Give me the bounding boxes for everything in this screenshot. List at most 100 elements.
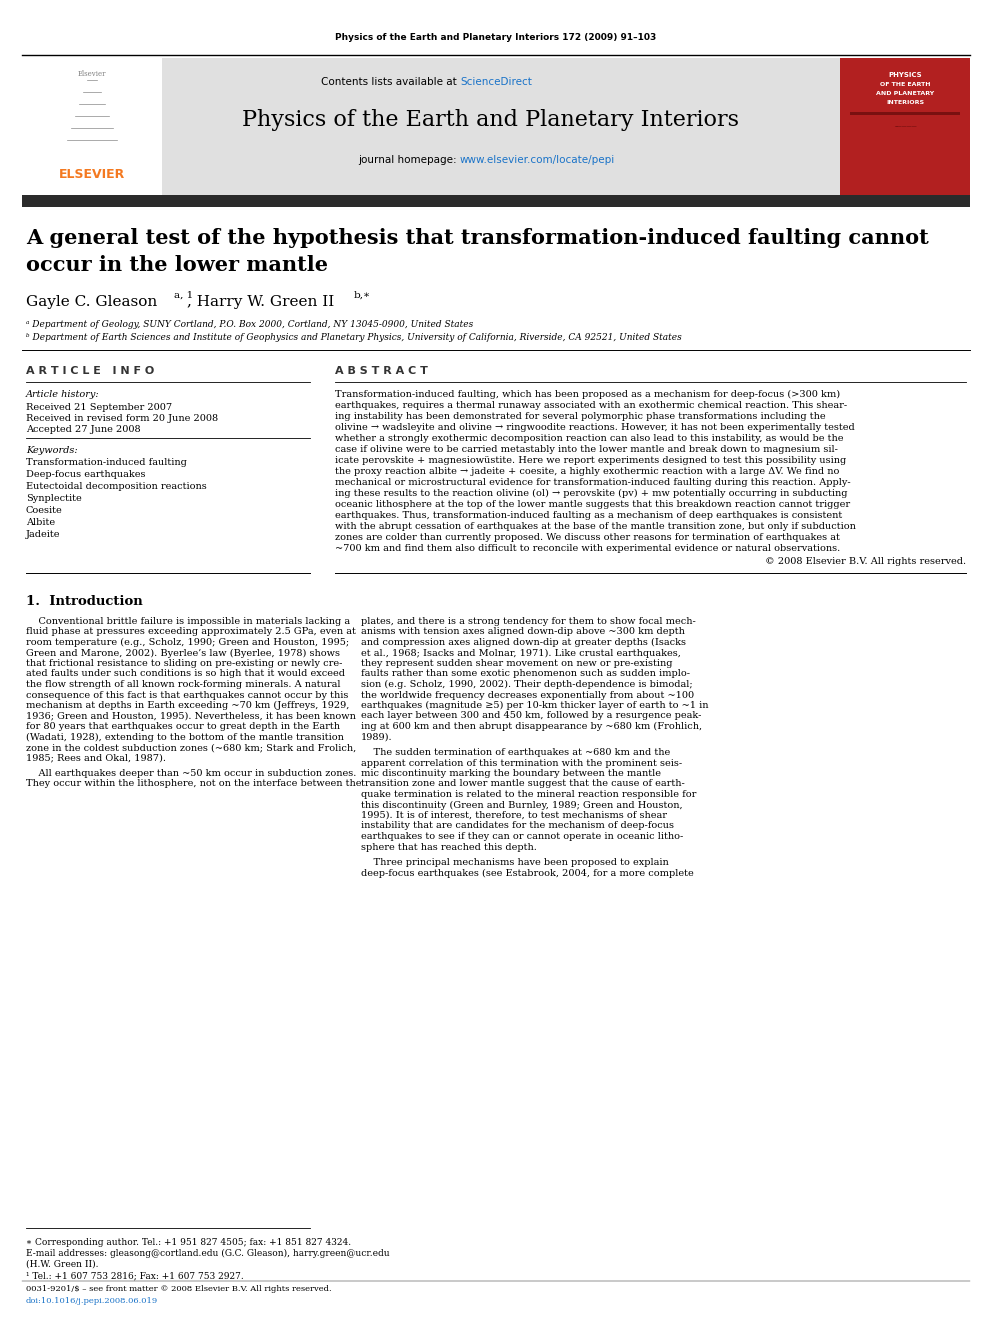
Text: The sudden termination of earthquakes at ~680 km and the: The sudden termination of earthquakes at… <box>361 747 671 757</box>
Text: oceanic lithosphere at the top of the lower mantle suggests that this breakdown : oceanic lithosphere at the top of the lo… <box>335 500 850 509</box>
Text: the worldwide frequency decreases exponentially from about ~100: the worldwide frequency decreases expone… <box>361 691 694 700</box>
Text: earthquakes (magnitude ≥5) per 10-km thicker layer of earth to ~1 in: earthquakes (magnitude ≥5) per 10-km thi… <box>361 701 708 710</box>
Text: Three principal mechanisms have been proposed to explain: Three principal mechanisms have been pro… <box>361 859 669 867</box>
Text: plates, and there is a strong tendency for them to show focal mech-: plates, and there is a strong tendency f… <box>361 617 695 626</box>
Text: ELSEVIER: ELSEVIER <box>59 168 125 181</box>
Text: sion (e.g. Scholz, 1990, 2002). Their depth-dependence is bimodal;: sion (e.g. Scholz, 1990, 2002). Their de… <box>361 680 692 689</box>
Text: that frictional resistance to sliding on pre-existing or newly cre-: that frictional resistance to sliding on… <box>26 659 342 668</box>
Text: ing at 600 km and then abrupt disappearance by ~680 km (Frohlich,: ing at 600 km and then abrupt disappeara… <box>361 722 702 732</box>
Text: icate perovskite + magnesiowüstite. Here we report experiments designed to test : icate perovskite + magnesiowüstite. Here… <box>335 456 846 464</box>
Text: b,∗: b,∗ <box>354 291 371 300</box>
Text: 0031-9201/$ – see front matter © 2008 Elsevier B.V. All rights reserved.: 0031-9201/$ – see front matter © 2008 El… <box>26 1285 331 1293</box>
Text: Conventional brittle failure is impossible in materials lacking a: Conventional brittle failure is impossib… <box>26 617 350 626</box>
Text: et al., 1968; Isacks and Molnar, 1971). Like crustal earthquakes,: et al., 1968; Isacks and Molnar, 1971). … <box>361 648 681 658</box>
Text: Synplectite: Synplectite <box>26 493 81 503</box>
Text: ─────────: ───────── <box>894 124 917 130</box>
Text: Jadeite: Jadeite <box>26 531 61 538</box>
Text: ated faults under such conditions is so high that it would exceed: ated faults under such conditions is so … <box>26 669 345 679</box>
Text: earthquakes. Thus, transformation-induced faulting as a mechanism of deep earthq: earthquakes. Thus, transformation-induce… <box>335 511 842 520</box>
Text: www.elsevier.com/locate/pepi: www.elsevier.com/locate/pepi <box>460 155 615 165</box>
Text: Contents lists available at: Contents lists available at <box>321 77 460 87</box>
Text: E-mail addresses: gleasong@cortland.edu (G.C. Gleason), harry.green@ucr.edu: E-mail addresses: gleasong@cortland.edu … <box>26 1249 390 1258</box>
Text: A B S T R A C T: A B S T R A C T <box>335 366 428 376</box>
Text: a, 1: a, 1 <box>174 291 193 300</box>
Bar <box>850 112 960 115</box>
Bar <box>22 58 840 194</box>
Text: Physics of the Earth and Planetary Interiors 172 (2009) 91–103: Physics of the Earth and Planetary Inter… <box>335 33 657 42</box>
Text: INTERIORS: INTERIORS <box>886 101 925 105</box>
Text: Received 21 September 2007: Received 21 September 2007 <box>26 404 173 411</box>
Text: consequence of this fact is that earthquakes cannot occur by this: consequence of this fact is that earthqu… <box>26 691 348 700</box>
Text: Keywords:: Keywords: <box>26 446 77 455</box>
Text: 1995). It is of interest, therefore, to test mechanisms of shear: 1995). It is of interest, therefore, to … <box>361 811 667 820</box>
Text: Coesite: Coesite <box>26 505 62 515</box>
Text: case if olivine were to be carried metastably into the lower mantle and break do: case if olivine were to be carried metas… <box>335 445 838 454</box>
Text: room temperature (e.g., Scholz, 1990; Green and Houston, 1995;: room temperature (e.g., Scholz, 1990; Gr… <box>26 638 349 647</box>
Text: mechanism at depths in Earth exceeding ~70 km (Jeffreys, 1929,: mechanism at depths in Earth exceeding ~… <box>26 701 349 710</box>
Text: A R T I C L E   I N F O: A R T I C L E I N F O <box>26 366 154 376</box>
Text: (Wadati, 1928), extending to the bottom of the mantle transition: (Wadati, 1928), extending to the bottom … <box>26 733 344 742</box>
Text: © 2008 Elsevier B.V. All rights reserved.: © 2008 Elsevier B.V. All rights reserved… <box>765 557 966 566</box>
Text: occur in the lower mantle: occur in the lower mantle <box>26 255 328 275</box>
Text: Eutectoidal decomposition reactions: Eutectoidal decomposition reactions <box>26 482 206 491</box>
Text: A general test of the hypothesis that transformation-induced faulting cannot: A general test of the hypothesis that tr… <box>26 228 929 247</box>
Text: doi:10.1016/j.pepi.2008.06.019: doi:10.1016/j.pepi.2008.06.019 <box>26 1297 159 1304</box>
Text: Received in revised form 20 June 2008: Received in revised form 20 June 2008 <box>26 414 218 423</box>
Text: anisms with tension axes aligned down-dip above ~300 km depth: anisms with tension axes aligned down-di… <box>361 627 684 636</box>
Text: sphere that has reached this depth.: sphere that has reached this depth. <box>361 843 537 852</box>
Text: the proxy reaction albite → jadeite + coesite, a highly exothermic reaction with: the proxy reaction albite → jadeite + co… <box>335 467 839 476</box>
Text: ScienceDirect: ScienceDirect <box>460 77 532 87</box>
Text: for 80 years that earthquakes occur to great depth in the Earth: for 80 years that earthquakes occur to g… <box>26 722 340 732</box>
Text: instability that are candidates for the mechanism of deep-focus: instability that are candidates for the … <box>361 822 674 831</box>
Text: Transformation-induced faulting, which has been proposed as a mechanism for deep: Transformation-induced faulting, which h… <box>335 390 840 400</box>
Text: ᵃ Department of Geology, SUNY Cortland, P.O. Box 2000, Cortland, NY 13045-0900, : ᵃ Department of Geology, SUNY Cortland, … <box>26 320 473 329</box>
Text: olivine → wadsleyite and olivine → ringwoodite reactions. However, it has not be: olivine → wadsleyite and olivine → ringw… <box>335 423 855 433</box>
Text: the flow strength of all known rock-forming minerals. A natural: the flow strength of all known rock-form… <box>26 680 340 689</box>
Text: AND PLANETARY: AND PLANETARY <box>876 91 934 97</box>
Text: All earthquakes deeper than ~50 km occur in subduction zones.: All earthquakes deeper than ~50 km occur… <box>26 769 356 778</box>
Text: this discontinuity (Green and Burnley, 1989; Green and Houston,: this discontinuity (Green and Burnley, 1… <box>361 800 682 810</box>
Text: earthquakes, requires a thermal runaway associated with an exothermic chemical r: earthquakes, requires a thermal runaway … <box>335 401 847 410</box>
Text: each layer between 300 and 450 km, followed by a resurgence peak-: each layer between 300 and 450 km, follo… <box>361 712 701 721</box>
Text: , Harry W. Green II: , Harry W. Green II <box>187 295 334 310</box>
Text: PHYSICS: PHYSICS <box>888 71 922 78</box>
Text: Albite: Albite <box>26 519 56 527</box>
Text: ∗ Corresponding author. Tel.: +1 951 827 4505; fax: +1 851 827 4324.: ∗ Corresponding author. Tel.: +1 951 827… <box>26 1238 351 1248</box>
Text: ᵇ Department of Earth Sciences and Institute of Geophysics and Planetary Physics: ᵇ Department of Earth Sciences and Insti… <box>26 333 682 343</box>
Text: zones are colder than currently proposed. We discuss other reasons for terminati: zones are colder than currently proposed… <box>335 533 840 542</box>
Text: quake termination is related to the mineral reaction responsible for: quake termination is related to the mine… <box>361 790 696 799</box>
Text: 1985; Rees and Okal, 1987).: 1985; Rees and Okal, 1987). <box>26 754 166 762</box>
Text: faults rather than some exotic phenomenon such as sudden implo-: faults rather than some exotic phenomeno… <box>361 669 690 679</box>
Bar <box>22 194 970 206</box>
Text: with the abrupt cessation of earthquakes at the base of the mantle transition zo: with the abrupt cessation of earthquakes… <box>335 523 856 531</box>
Text: ~700 km and find them also difficult to reconcile with experimental evidence or : ~700 km and find them also difficult to … <box>335 544 840 553</box>
Text: earthquakes to see if they can or cannot operate in oceanic litho-: earthquakes to see if they can or cannot… <box>361 832 683 841</box>
Text: fluid phase at pressures exceeding approximately 2.5 GPa, even at: fluid phase at pressures exceeding appro… <box>26 627 356 636</box>
Text: journal homepage:: journal homepage: <box>358 155 460 165</box>
Text: ¹ Tel.: +1 607 753 2816; Fax: +1 607 753 2927.: ¹ Tel.: +1 607 753 2816; Fax: +1 607 753… <box>26 1271 244 1279</box>
Text: deep-focus earthquakes (see Estabrook, 2004, for a more complete: deep-focus earthquakes (see Estabrook, 2… <box>361 868 693 877</box>
Text: OF THE EARTH: OF THE EARTH <box>880 82 930 87</box>
Text: Gayle C. Gleason: Gayle C. Gleason <box>26 295 158 310</box>
Text: Article history:: Article history: <box>26 390 99 400</box>
Text: (H.W. Green II).: (H.W. Green II). <box>26 1259 98 1269</box>
Text: Elsevier: Elsevier <box>77 70 106 78</box>
Text: ing instability has been demonstrated for several polymorphic phase transformati: ing instability has been demonstrated fo… <box>335 411 825 421</box>
Text: 1936; Green and Houston, 1995). Nevertheless, it has been known: 1936; Green and Houston, 1995). Neverthe… <box>26 712 356 721</box>
Text: They occur within the lithosphere, not on the interface between the: They occur within the lithosphere, not o… <box>26 779 361 789</box>
Text: Transformation-induced faulting: Transformation-induced faulting <box>26 458 186 467</box>
Text: zone in the coldest subduction zones (~680 km; Stark and Frolich,: zone in the coldest subduction zones (~6… <box>26 744 356 751</box>
Text: Physics of the Earth and Planetary Interiors: Physics of the Earth and Planetary Inter… <box>241 108 738 131</box>
Bar <box>840 58 970 194</box>
Text: ing these results to the reaction olivine (ol) → perovskite (pv) + mw potentiall: ing these results to the reaction olivin… <box>335 490 847 499</box>
Text: they represent sudden shear movement on new or pre-existing: they represent sudden shear movement on … <box>361 659 673 668</box>
Text: mechanical or microstructural evidence for transformation-induced faulting durin: mechanical or microstructural evidence f… <box>335 478 850 487</box>
Text: transition zone and lower mantle suggest that the cause of earth-: transition zone and lower mantle suggest… <box>361 779 684 789</box>
Text: apparent correlation of this termination with the prominent seis-: apparent correlation of this termination… <box>361 758 682 767</box>
Text: and compression axes aligned down-dip at greater depths (Isacks: and compression axes aligned down-dip at… <box>361 638 686 647</box>
Bar <box>22 58 162 194</box>
Text: Accepted 27 June 2008: Accepted 27 June 2008 <box>26 425 141 434</box>
Text: 1.  Introduction: 1. Introduction <box>26 595 143 609</box>
Text: Deep-focus earthquakes: Deep-focus earthquakes <box>26 470 146 479</box>
Text: whether a strongly exothermic decomposition reaction can also lead to this insta: whether a strongly exothermic decomposit… <box>335 434 843 443</box>
